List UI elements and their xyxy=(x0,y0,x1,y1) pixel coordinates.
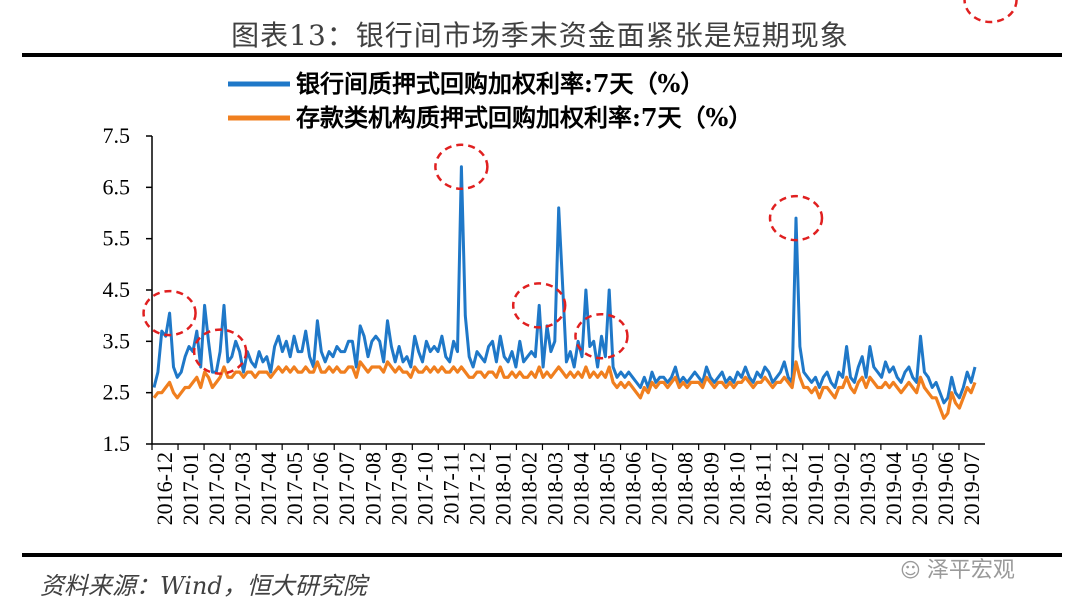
x-tick-label: 2017-06 xyxy=(308,452,333,525)
annotation-ellipse xyxy=(768,194,824,242)
x-tick-label: 2019-03 xyxy=(855,452,880,525)
x-tick-label: 2019-02 xyxy=(829,452,854,525)
legend: 银行间质押式回购加权利率:7天（%） 存款类机构质押式回购加权利率:7天（%） xyxy=(228,69,752,132)
x-tick-label: 2018-09 xyxy=(699,452,724,525)
x-tick-label: 2018-11 xyxy=(751,452,776,525)
y-tick-label: 6.5 xyxy=(103,174,131,199)
x-tick-label: 2017-12 xyxy=(464,452,489,525)
x-tick-label: 2018-12 xyxy=(777,452,802,525)
x-tick-label: 2018-01 xyxy=(490,452,515,525)
chart-title: 图表13：银行间市场季末资金面紧张是短期现象 xyxy=(231,19,849,52)
x-tick-label: 2017-03 xyxy=(230,452,255,525)
annotation-ellipse xyxy=(574,312,629,360)
y-tick-label: 3.5 xyxy=(103,328,131,353)
annotation-ellipse xyxy=(192,328,248,375)
x-tick-label: 2017-10 xyxy=(412,452,437,525)
annotations-group xyxy=(142,0,1018,375)
legend-label: 银行间质押式回购加权利率:7天（%） xyxy=(296,69,704,98)
top-rule xyxy=(22,53,1062,57)
y-tick-label: 5.5 xyxy=(103,226,131,251)
x-tick-label: 2017-02 xyxy=(204,452,229,525)
source-note: 资料来源：Wind，恒大研究院 xyxy=(40,572,367,600)
x-tick-label: 2017-09 xyxy=(386,452,411,525)
x-tick-label: 2018-06 xyxy=(621,452,646,525)
x-tick-label: 2018-05 xyxy=(595,452,620,525)
x-tick-label: 2019-07 xyxy=(959,452,984,525)
annotation-ellipse xyxy=(963,0,1018,24)
x-tick-label: 2018-08 xyxy=(673,452,698,525)
watermark-text: 泽平宏观 xyxy=(926,558,1015,583)
y-tick-label: 1.5 xyxy=(103,431,131,456)
wechat-icon: ☺ xyxy=(900,558,921,582)
x-tick-label: 2018-02 xyxy=(516,452,541,525)
x-tick-label: 2017-11 xyxy=(438,452,463,525)
y-tick-label: 2.5 xyxy=(103,380,131,405)
x-tick-label: 2018-10 xyxy=(725,452,750,525)
x-tick-label: 2019-04 xyxy=(881,452,906,525)
series-line-depository xyxy=(152,360,977,420)
annotation-ellipse xyxy=(142,289,197,337)
x-tick-label: 2018-03 xyxy=(542,452,567,525)
annotation-ellipse xyxy=(434,143,489,191)
annotation-ellipse xyxy=(511,282,567,329)
x-tick-label: 2017-01 xyxy=(178,452,203,525)
x-tick-label: 2017-05 xyxy=(282,452,307,525)
x-tick-label: 2017-04 xyxy=(256,452,281,525)
x-tick-label: 2017-07 xyxy=(334,452,359,525)
watermark: ☺ 泽平宏观 xyxy=(900,552,1015,584)
x-tick-label: 2019-01 xyxy=(803,452,828,525)
legend-label: 存款类机构质押式回购加权利率:7天（%） xyxy=(296,103,752,132)
x-tick-label: 2018-07 xyxy=(647,452,672,525)
x-tick-label: 2017-08 xyxy=(360,452,385,525)
x-tick-label: 2019-06 xyxy=(933,452,958,525)
x-tick-label: 2019-05 xyxy=(907,452,932,525)
x-tick-label: 2016-12 xyxy=(152,452,177,525)
series-group xyxy=(152,165,977,420)
x-tick-label: 2018-04 xyxy=(569,452,594,525)
series-line-interbank xyxy=(152,165,977,405)
y-tick-label: 7.5 xyxy=(103,123,131,148)
bottom-rule xyxy=(22,553,1062,557)
y-tick-label: 4.5 xyxy=(103,277,131,302)
